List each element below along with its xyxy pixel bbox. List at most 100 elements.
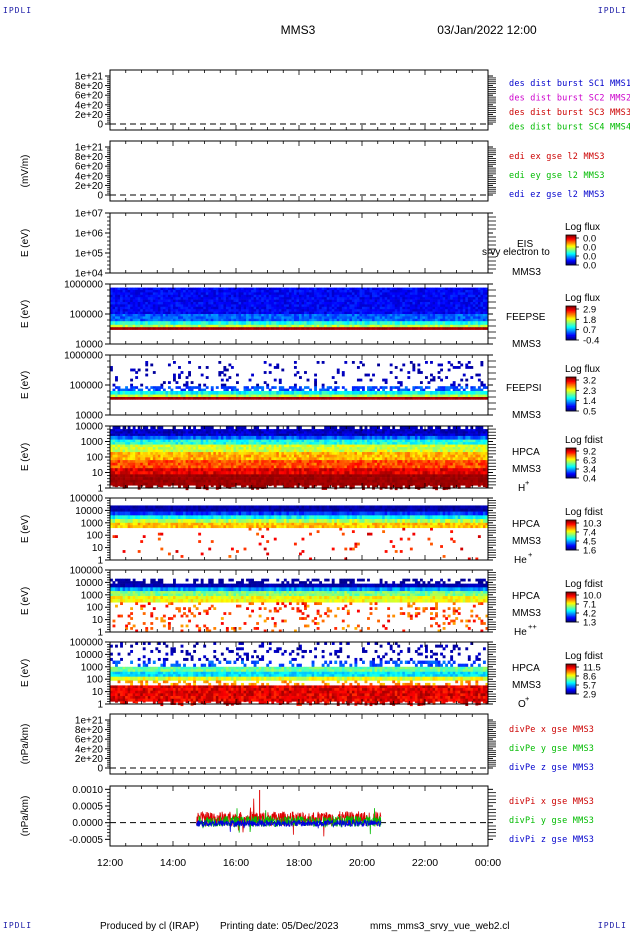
spectrogram-cell [377, 304, 380, 308]
spectrogram-cell [467, 311, 471, 315]
spectrogram-cell [150, 397, 154, 400]
spacecraft-title: MMS3 [281, 23, 316, 37]
spectrogram-cell [142, 442, 146, 445]
spectrogram-cell [452, 287, 456, 291]
spectrogram-cell [321, 321, 325, 326]
spectrogram-cell [394, 311, 398, 315]
spectrogram-cell [127, 309, 131, 312]
spectrogram-cell [462, 316, 466, 320]
spectrogram-cell [407, 394, 411, 398]
spectrogram-cell [299, 297, 302, 300]
spectrogram-cell [354, 299, 358, 303]
spectrogram-cell [344, 442, 348, 445]
spectrogram-cell [384, 299, 388, 303]
spectrogram-cell [354, 302, 358, 305]
spectrogram-cell [470, 442, 474, 445]
spectrogram-cell [183, 299, 186, 303]
spectrogram-cell [288, 431, 292, 434]
colorbar-strip [566, 238, 576, 240]
spectrogram-cell [205, 316, 209, 320]
spectrogram-cell [137, 431, 141, 434]
spectrogram-cell [387, 442, 391, 445]
spectrogram-cell [233, 297, 237, 300]
spectrogram-cell [336, 294, 340, 298]
spectrogram-cell [145, 311, 149, 315]
spectrogram-cell [228, 316, 232, 320]
spectrogram-cell [351, 292, 355, 296]
spectrogram-cell [452, 324, 456, 328]
spectrogram-cell [455, 397, 459, 400]
spectrogram-cell [465, 397, 469, 400]
spectrogram-cell [450, 391, 454, 395]
spectrogram-cell [145, 287, 149, 291]
spectrogram-cell [447, 435, 451, 440]
spectrogram-cell [447, 368, 451, 372]
colorbar-strip [566, 326, 576, 328]
spectrogram-cell [266, 290, 270, 293]
spectrogram-cell [394, 429, 398, 432]
spectrogram-cell [112, 439, 116, 443]
spectrogram-cell [288, 324, 292, 328]
spectrogram-cell [293, 314, 297, 317]
spectrogram-cell [467, 318, 471, 322]
spectrogram-cell [183, 426, 186, 430]
spectrogram-cell [233, 397, 237, 400]
spectrogram-cell [394, 302, 398, 305]
spectrogram-cell [452, 381, 456, 384]
spectrogram-cell [210, 442, 214, 445]
spectrogram-cell [157, 304, 161, 308]
spectrogram-cell [195, 316, 199, 320]
spectrogram-cell [218, 297, 222, 300]
colorbar-tick-label: 2.3 [583, 386, 596, 397]
spectrogram-cell [311, 394, 315, 398]
spectrogram-cell [246, 397, 249, 400]
spectrogram-cell [261, 309, 265, 312]
spectrogram-cell [152, 314, 156, 317]
spectrogram-cell [162, 431, 166, 434]
spectrogram-cell [299, 388, 302, 392]
spectrogram-cell [268, 304, 272, 308]
spectrogram-cell [283, 304, 287, 308]
spectrogram-cell [178, 294, 181, 298]
spectrogram-cell [215, 314, 219, 317]
spectrogram-cell [273, 433, 277, 437]
spectrogram-cell [208, 318, 212, 322]
spectrogram-cell [465, 439, 469, 443]
spectrogram-cell [132, 294, 136, 298]
spectrogram-cell [205, 386, 209, 389]
spectrogram-cell [382, 429, 386, 432]
spectrogram-cell [258, 386, 262, 389]
spectrogram-cell [309, 439, 312, 443]
instrument-label: FEEPSI [506, 383, 542, 394]
spectrogram-cell [200, 311, 204, 315]
spectrogram-cell [236, 439, 239, 443]
spectrogram-cell [205, 397, 209, 400]
spectrogram-cell [205, 426, 209, 430]
spectrogram-cell [404, 386, 408, 389]
spectrogram-cell [291, 287, 295, 291]
spectrogram-cell [430, 290, 433, 293]
spectrogram-cell [175, 391, 179, 395]
spectrogram-cell [286, 302, 290, 305]
spectrogram-cell [430, 391, 433, 395]
spectrogram-cell [369, 309, 373, 312]
spectrogram-cell [162, 439, 166, 443]
spectrogram-cell [309, 309, 312, 312]
spectrogram-cell [397, 292, 401, 296]
spectrogram-cell [437, 433, 441, 437]
spectrogram-cell [110, 394, 113, 398]
spectrogram-cell [301, 299, 305, 303]
spectrogram-cell [379, 439, 383, 443]
spectrogram-cell [374, 290, 378, 293]
spectrogram-cell [482, 306, 486, 310]
spectrogram-cell [142, 314, 146, 317]
spectrogram-cell [173, 426, 176, 430]
colorbar-strip [566, 337, 576, 339]
spectrogram-cell [367, 290, 370, 293]
spectrogram-cell [230, 435, 234, 440]
spectrogram-cell [180, 287, 184, 291]
spectrogram-cell [485, 324, 489, 328]
spectrogram-cell [167, 302, 171, 305]
spectrogram-cell [238, 442, 242, 445]
spectrogram-cell [165, 394, 169, 398]
